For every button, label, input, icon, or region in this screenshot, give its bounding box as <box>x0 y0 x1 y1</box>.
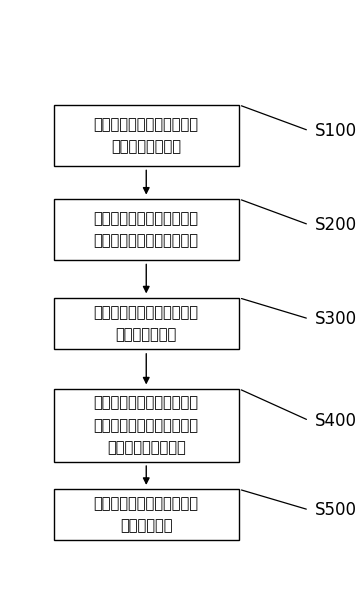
Text: S300: S300 <box>315 310 357 328</box>
Text: 获取涂层三维模型各个位置
处的涂层厚度: 获取涂层三维模型各个位置 处的涂层厚度 <box>94 496 199 533</box>
Bar <box>54 298 239 349</box>
Text: S200: S200 <box>315 216 357 234</box>
Text: 将第一模型和第二模型导入
同一软件中进行进一步处理
，获取涂层三维模型: 将第一模型和第二模型导入 同一软件中进行进一步处理 ，获取涂层三维模型 <box>94 395 199 455</box>
Bar <box>54 199 239 260</box>
Text: S100: S100 <box>315 122 357 140</box>
Text: S500: S500 <box>315 501 357 519</box>
Bar <box>54 389 239 462</box>
Bar <box>54 489 239 540</box>
Text: 建立光扫描装置，将叶片安
装于光扫描装置上: 建立光扫描装置，将叶片安 装于光扫描装置上 <box>94 117 199 154</box>
Text: 使用光扫描装置测量生产工
序中未喷涂涂层的叶片形貌: 使用光扫描装置测量生产工 序中未喷涂涂层的叶片形貌 <box>94 211 199 248</box>
Text: S400: S400 <box>315 412 357 430</box>
Bar <box>54 105 239 166</box>
Text: 再次使用光扫描装置测量带
涂层的叶片形貌: 再次使用光扫描装置测量带 涂层的叶片形貌 <box>94 305 199 342</box>
